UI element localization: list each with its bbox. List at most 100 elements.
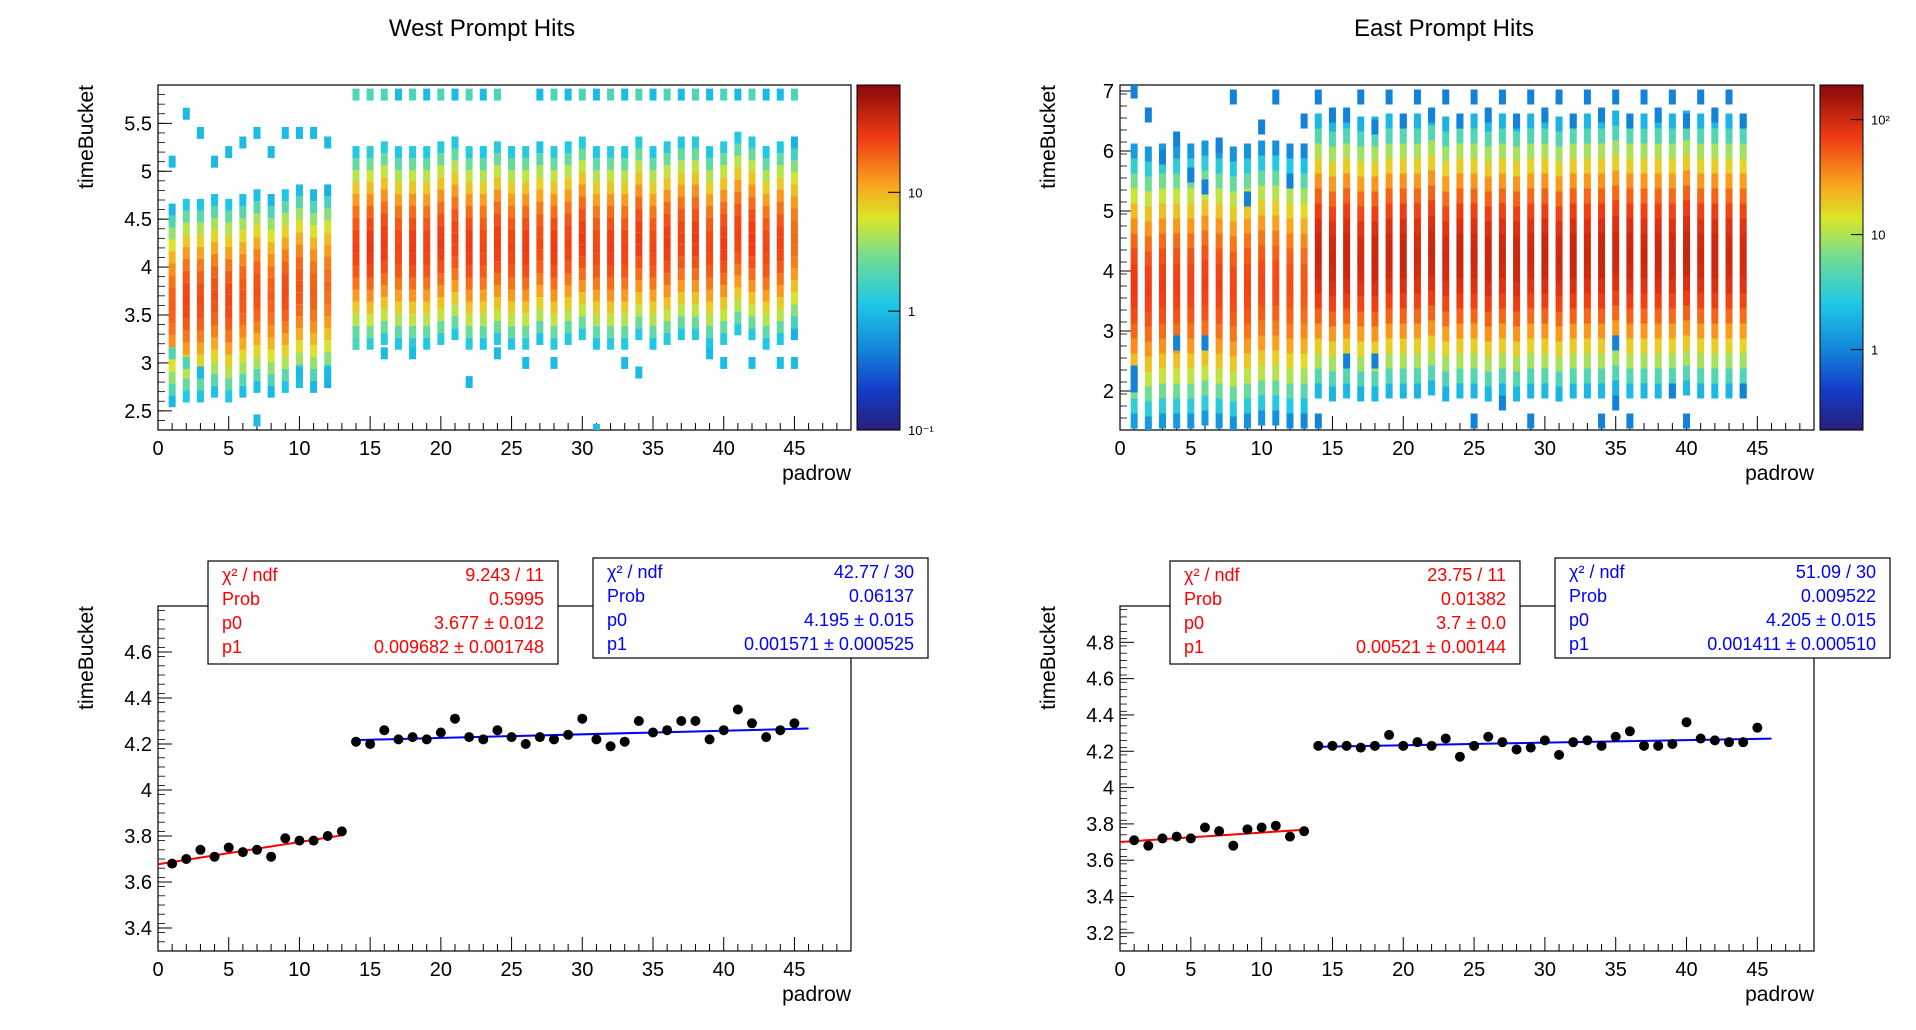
heatmap-cell (677, 268, 685, 281)
data-point (322, 831, 333, 841)
heatmap-cell (1541, 143, 1549, 159)
colorbar-segment (1820, 102, 1863, 106)
x-tick-label: 0 (1114, 959, 1125, 981)
heatmap-cell (1258, 245, 1266, 261)
heatmap-cell (663, 141, 671, 154)
heatmap-cell (1583, 89, 1591, 105)
y-tick-label: 4 (141, 257, 152, 279)
heatmap-cell (479, 265, 487, 278)
heatmap-cell (734, 215, 742, 228)
heatmap-cell (267, 265, 275, 278)
heatmap-cell (1272, 380, 1280, 396)
heatmap-cell (734, 251, 742, 264)
stats-value: 0.5995 (489, 589, 544, 609)
heatmap-cell (1215, 218, 1223, 234)
heatmap-cell (1371, 176, 1379, 192)
heatmap-cell (536, 225, 544, 238)
data-points (1129, 717, 1763, 851)
heatmap-cell (1187, 413, 1195, 429)
heatmap-cell (1343, 263, 1351, 279)
heatmap-cell (1527, 368, 1535, 384)
heatmap-cell (394, 277, 402, 290)
heatmap-cell (720, 297, 728, 310)
heatmap-cell (1272, 200, 1280, 216)
heatmap-cell (1428, 380, 1436, 396)
heatmap-cell (1272, 410, 1280, 426)
heatmap-cell (1683, 365, 1691, 381)
heatmap-cell (720, 237, 728, 250)
heatmap-cell (1725, 143, 1733, 159)
heatmap-cell (1626, 263, 1634, 279)
heatmap-cell (1243, 278, 1251, 294)
heatmap-cell (479, 277, 487, 290)
heatmap-cell (182, 198, 190, 211)
colorbar-segment (857, 395, 900, 399)
heatmap-cell (394, 253, 402, 266)
heatmap-cell (748, 304, 756, 317)
heatmap-cell (1711, 173, 1719, 189)
heatmap-cell (1371, 281, 1379, 297)
heatmap-cell (508, 158, 516, 171)
heatmap-cell (550, 88, 558, 101)
heatmap-cell (1201, 365, 1209, 381)
heatmap-cell (211, 301, 219, 314)
heatmap-cell (1668, 383, 1676, 399)
heatmap-cell (1683, 413, 1691, 429)
heatmap-cell (1258, 335, 1266, 351)
heatmap-cell (1527, 89, 1535, 105)
heatmap-cell (748, 356, 756, 369)
data-point (379, 725, 390, 736)
heatmap-cell (635, 244, 643, 257)
heatmap-cell (437, 213, 445, 226)
heatmap-cell (1654, 248, 1662, 264)
heatmap-cell (734, 143, 742, 156)
heatmap-cell (211, 265, 219, 278)
heatmap-cell (734, 299, 742, 312)
heatmap-cell (182, 282, 190, 295)
heatmap-cell (1201, 410, 1209, 426)
colorbar-segment (1820, 277, 1863, 282)
heatmap-cell (762, 88, 770, 101)
heatmap-cell (225, 342, 233, 355)
heatmap-cell (1583, 233, 1591, 249)
heatmap-cell (1343, 338, 1351, 354)
heatmap-cell (1314, 188, 1322, 204)
heatmap-cell (677, 196, 685, 209)
heatmap-cell (196, 258, 204, 271)
heatmap-cell (225, 318, 233, 331)
heatmap-cell (1513, 161, 1521, 177)
heatmap-cell (748, 328, 756, 341)
heatmap-cell (522, 277, 530, 290)
heatmap-cell (1215, 203, 1223, 219)
heatmap-cell (1612, 185, 1620, 201)
heatmap-cell (1413, 218, 1421, 234)
colorbar-segment (857, 369, 900, 374)
heatmap-cell (253, 332, 261, 345)
heatmap-cell (168, 311, 176, 324)
heatmap-cell (239, 313, 247, 326)
heatmap-cell (522, 194, 530, 206)
heatmap-cell (352, 337, 360, 350)
data-point (1681, 717, 1692, 728)
heatmap-cell (564, 297, 572, 310)
colorbar-segment (857, 361, 900, 365)
colorbar-segment (857, 297, 900, 302)
heatmap-cell (465, 217, 473, 230)
heatmap-cell (578, 88, 586, 101)
heatmap-cell (310, 344, 318, 357)
colorbar-segment (1820, 352, 1863, 356)
heatmap-cell (1173, 278, 1181, 294)
heatmap-cell (1399, 113, 1407, 129)
heatmap-cell (1243, 203, 1251, 219)
heatmap-cell (267, 349, 275, 362)
heatmap-cell (394, 182, 402, 195)
heatmap-cell (1314, 413, 1322, 429)
heatmap-cell (635, 292, 643, 305)
heatmap-cell (1555, 266, 1563, 282)
heatmap-cell (225, 354, 233, 367)
heatmap-cell (1258, 410, 1266, 426)
colorbar-segment (857, 355, 900, 359)
colorbar-segment (1820, 335, 1863, 339)
heatmap-cell (1144, 161, 1152, 177)
heatmap-cell (239, 194, 247, 206)
